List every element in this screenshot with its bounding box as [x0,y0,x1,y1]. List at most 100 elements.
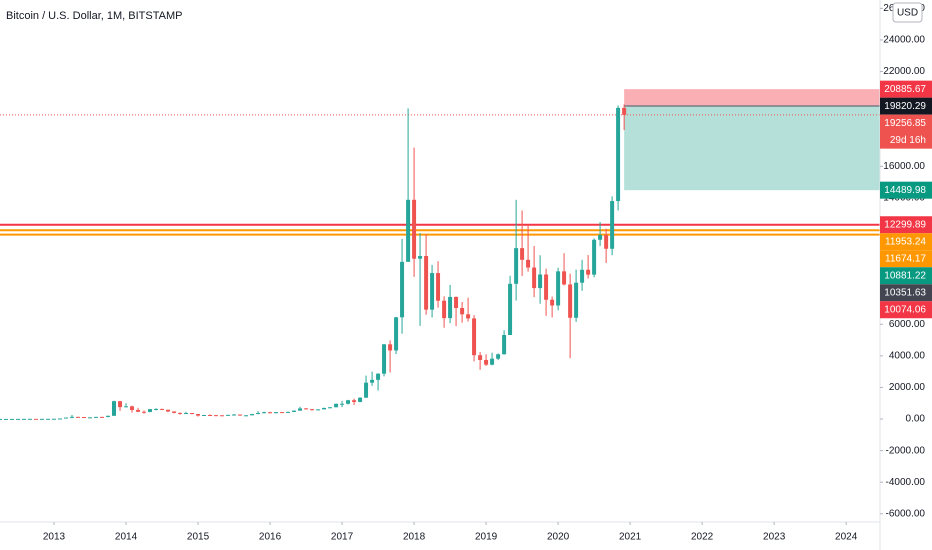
candle-body [238,414,243,416]
candle-body [358,397,363,402]
candle-body [532,267,537,289]
price-label-box [880,114,932,149]
y-tick-label: 4000.00 [889,350,926,361]
candle-body [268,412,273,414]
candle-body [52,418,57,420]
candle-body [250,414,255,416]
candle-body [154,408,159,410]
x-tick-label: 2016 [259,532,282,543]
candle-body [88,417,93,419]
candle-body [64,417,69,419]
candle-body [28,418,33,420]
axes: -6000.00 -4000.00 -2000.00 0.00 2000.00 4000.… [43,3,932,543]
plot-area [0,89,880,420]
candle-body [160,408,165,410]
candle-body [136,409,141,412]
candle-body [580,269,585,283]
x-tick-label: 2015 [187,532,210,543]
currency-button[interactable] [892,2,923,23]
x-tick-label: 2019 [475,532,498,543]
x-tick-label: 2023 [763,532,786,543]
candle-body [106,415,111,417]
candle-body [3,418,8,420]
candle-body [274,412,279,414]
candle-body [244,415,249,417]
candle-body [82,416,87,418]
y-tick-label: -4000.00 [886,477,926,488]
price-label: 12299.89 [884,219,926,230]
price-label: 20885.67 [884,84,926,95]
candle-body [352,400,357,402]
candle-body [574,282,579,318]
candle-body [190,413,195,415]
chart-title: Bitcoin / U.S. Dollar, 1M, BITSTAMP [6,10,182,22]
candle-body [514,248,519,284]
price-label-box [880,80,932,98]
price-label-box [880,284,932,302]
candle-body [376,373,381,380]
candle-body [280,412,285,414]
candle-body [93,416,98,418]
candle-body [610,201,615,249]
candle-body [496,354,501,359]
candle-body [478,355,483,360]
countdown-label: 29d 16h [890,135,926,146]
price-label: 19256.85 [884,118,926,129]
candle-body [298,408,303,411]
candle-body [556,271,561,306]
candle-body [622,107,627,115]
price-label: 11674.17 [885,253,926,264]
candle-body [562,271,567,285]
price-label-box [880,97,932,115]
price-label: 10351.63 [884,287,926,298]
candle-body [538,274,543,289]
y-tick-label: 16000.00 [883,161,925,172]
candle-body [256,413,261,415]
candle-body [328,407,333,409]
candle-body [544,274,549,300]
y-tick-label: -2000.00 [886,445,926,456]
candle-body [568,284,573,318]
candle-body [57,418,62,420]
candle-body [34,418,39,420]
candle-body [142,411,147,413]
candle-body [472,318,477,356]
candle-body [448,296,453,319]
candle-body [70,416,75,418]
candle-body [340,403,345,405]
x-tick-label: 2020 [547,532,570,543]
candle-body [436,273,441,301]
candle-body [214,415,219,417]
candle-body [460,307,465,315]
candle-body [598,235,603,240]
candle-body [111,401,116,416]
x-tick-label: 2018 [403,532,426,543]
candle-body [412,199,417,259]
candle-body [172,411,177,413]
time-axis-panel [0,522,880,550]
candle-body [346,400,351,404]
candle-body [334,403,339,408]
price-label: 19820.29 [884,101,926,112]
candle-body [424,256,429,310]
price-label-box [880,250,932,268]
candle-body [322,407,327,410]
price-label: 11953.24 [885,236,926,247]
candle-body [526,259,531,268]
y-tick-label: 2000.00 [889,382,926,393]
x-tick-label: 2014 [115,532,138,543]
currency-label[interactable]: USD [897,8,918,19]
price-label-box [880,216,932,234]
candle-body [430,273,435,310]
candle-body [0,418,2,420]
candle-body [364,382,369,398]
candle-body [196,413,201,416]
candle-body [382,344,387,374]
price-label-box [880,267,932,285]
candle-body [388,344,393,351]
y-tick-label: 6000.00 [889,319,926,330]
candle-body [118,401,123,408]
candle-body [292,410,297,412]
candle-body [550,299,555,306]
